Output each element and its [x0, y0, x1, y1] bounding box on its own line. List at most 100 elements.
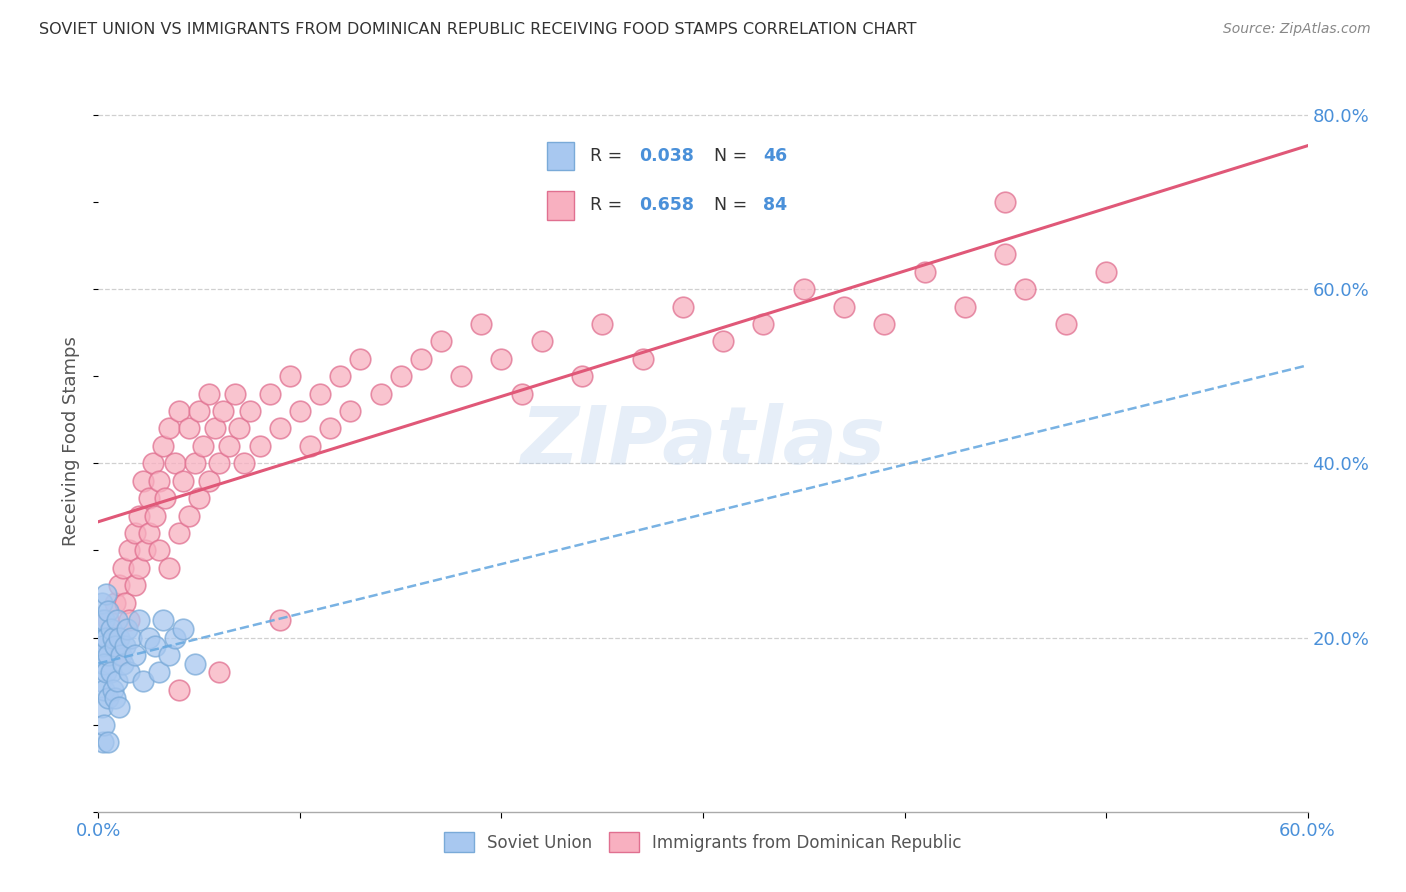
Point	[184, 657, 207, 671]
Point	[208, 456, 231, 470]
Point	[873, 317, 896, 331]
FancyBboxPatch shape	[547, 142, 575, 170]
Text: 0.038: 0.038	[640, 147, 695, 165]
Point	[711, 334, 734, 349]
Point	[110, 648, 132, 662]
Point	[120, 631, 142, 645]
Point	[97, 691, 120, 706]
Point	[409, 351, 432, 366]
Y-axis label: Receiving Food Stamps: Receiving Food Stamps	[62, 336, 80, 547]
Point	[167, 526, 190, 541]
Point	[124, 578, 146, 592]
Point	[259, 386, 281, 401]
Point	[124, 526, 146, 541]
Point	[208, 665, 231, 680]
Point	[278, 369, 301, 384]
Point	[103, 691, 125, 706]
Point	[157, 421, 180, 435]
Point	[128, 508, 150, 523]
Point	[89, 648, 111, 662]
Point	[114, 596, 136, 610]
Point	[91, 596, 114, 610]
Point	[93, 682, 115, 697]
Point	[179, 421, 201, 435]
Point	[450, 369, 472, 384]
Point	[1095, 265, 1118, 279]
Point	[232, 456, 254, 470]
Point	[97, 604, 120, 618]
Point	[97, 613, 120, 627]
Point	[389, 369, 412, 384]
Point	[172, 622, 194, 636]
Point	[90, 674, 112, 689]
Point	[96, 665, 118, 680]
Point	[228, 421, 250, 435]
Point	[188, 491, 211, 505]
Point	[288, 404, 311, 418]
Point	[138, 526, 160, 541]
Point	[101, 682, 124, 697]
Point	[128, 561, 150, 575]
Point	[107, 648, 129, 662]
Point	[148, 543, 170, 558]
Point	[672, 300, 695, 314]
Point	[96, 587, 118, 601]
Point	[132, 674, 155, 689]
Point	[91, 700, 114, 714]
Point	[143, 508, 166, 523]
Text: R =: R =	[591, 196, 627, 214]
Point	[914, 265, 936, 279]
Text: N =: N =	[714, 147, 752, 165]
Point	[148, 474, 170, 488]
Point	[172, 474, 194, 488]
Point	[218, 439, 240, 453]
Point	[370, 386, 392, 401]
Point	[188, 404, 211, 418]
Point	[138, 631, 160, 645]
Point	[132, 474, 155, 488]
Point	[204, 421, 226, 435]
Point	[239, 404, 262, 418]
Point	[138, 491, 160, 505]
Point	[198, 386, 221, 401]
Point	[153, 491, 176, 505]
Point	[105, 674, 128, 689]
Point	[152, 613, 174, 627]
Text: N =: N =	[714, 196, 752, 214]
Text: Source: ZipAtlas.com: Source: ZipAtlas.com	[1223, 22, 1371, 37]
Point	[91, 639, 114, 653]
Point	[157, 648, 180, 662]
Point	[142, 456, 165, 470]
Point	[631, 351, 654, 366]
Point	[299, 439, 322, 453]
Point	[163, 456, 186, 470]
Point	[93, 717, 115, 731]
Point	[329, 369, 352, 384]
Point	[269, 421, 291, 435]
Point	[148, 665, 170, 680]
Point	[198, 474, 221, 488]
Point	[167, 404, 190, 418]
Point	[994, 194, 1017, 209]
Point	[97, 735, 120, 749]
Point	[994, 247, 1017, 261]
Point	[97, 648, 120, 662]
Point	[193, 439, 215, 453]
Point	[591, 317, 613, 331]
Point	[179, 508, 201, 523]
Point	[224, 386, 246, 401]
Point	[101, 631, 124, 645]
Point	[134, 543, 156, 558]
Point	[1014, 282, 1036, 296]
FancyBboxPatch shape	[547, 191, 575, 219]
Point	[118, 543, 141, 558]
Point	[103, 596, 125, 610]
Point	[107, 700, 129, 714]
Point	[100, 622, 122, 636]
Point	[491, 351, 513, 366]
Point	[100, 665, 122, 680]
Point	[319, 421, 342, 435]
Point	[793, 282, 815, 296]
Point	[107, 631, 129, 645]
Point	[752, 317, 775, 331]
